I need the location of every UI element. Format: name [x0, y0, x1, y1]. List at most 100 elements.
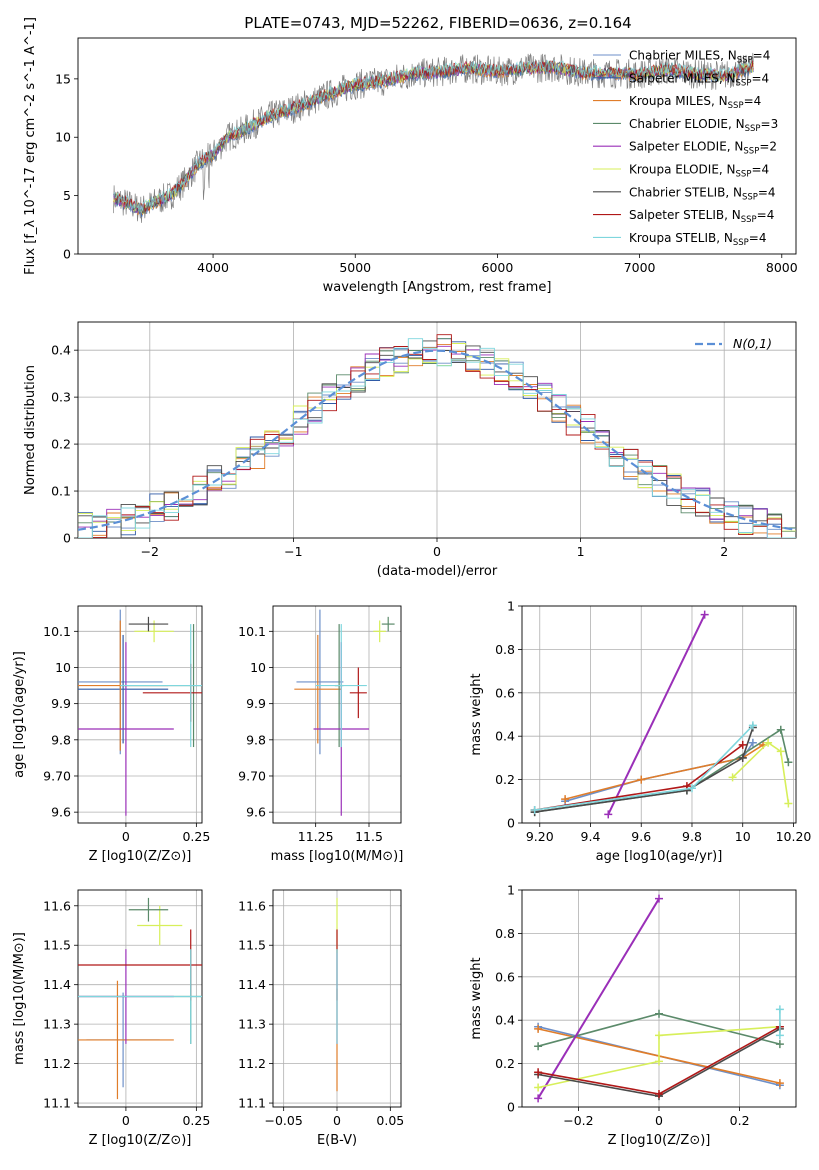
plus-marker: [775, 1005, 784, 1014]
y-tick-label: 9.8: [246, 732, 266, 747]
x-axis-label: E(B-V): [317, 1133, 357, 1148]
x-tick-label: 0.25: [182, 1113, 210, 1128]
x-tick-label: 0.05: [376, 1113, 404, 1128]
x-tick-label: 0: [433, 544, 441, 559]
x-tick-label: 7000: [624, 260, 656, 275]
x-tick-label: 0: [122, 829, 130, 844]
x-axis-label: Z [log10(Z/Z⊙)]: [89, 1133, 192, 1148]
x-tick-label: 9.20: [526, 829, 554, 844]
legend-nssp: =4: [753, 49, 771, 63]
y-tick-label: 0.4: [495, 729, 515, 744]
axes-frame: [77, 37, 797, 255]
legend-nssp: =4: [751, 71, 769, 85]
legend: Chabrier MILES, NSSP=4 Salpeter MILES, NS…: [593, 49, 778, 248]
plot-area: [534, 894, 784, 1103]
y-tick-label: 9.8: [51, 732, 71, 747]
legend-subscript: SSP: [745, 124, 761, 134]
panel-weight_vs_Z: −0.2 0 0.2 0 0.2 0.4 0.6 0.8 1 Z [log10(Z/Z⊙)] mas…: [469, 883, 797, 1148]
y-axis-label: mass weight: [469, 673, 484, 755]
x-tick-label: −0.05: [265, 1113, 303, 1128]
y-axis-label: mass [log10(M/M⊙)]: [12, 932, 27, 1065]
plus-marker: [738, 753, 747, 762]
legend-entry: Salpeter STELIB, NSSP=4: [629, 208, 774, 225]
legend-subscript: SSP: [728, 101, 744, 111]
legend-nssp: =4: [744, 94, 762, 108]
y-tick-label: 9.70: [238, 768, 266, 783]
y-tick-label: 10: [55, 130, 71, 145]
y-tick-label: 0.8: [495, 926, 515, 941]
legend-subscript: SSP: [733, 238, 749, 248]
y-axis-label: Flux [f_λ 10^-17 erg cm^-2 s^-1 A^-1]: [23, 17, 38, 275]
y-tick-label: 11.1: [238, 1096, 266, 1111]
y-tick-label: 0.4: [51, 343, 71, 358]
x-tick-label: −0.2: [563, 1113, 593, 1128]
x-tick-label: 6000: [482, 260, 514, 275]
x-tick-label: 0.25: [182, 829, 210, 844]
legend-entry: Kroupa MILES, NSSP=4: [629, 94, 761, 111]
x-tick-label: 9.6: [631, 829, 651, 844]
y-tick-label: 0.2: [495, 772, 515, 787]
y-tick-label: 10.1: [43, 624, 71, 639]
y-tick-label: 9.70: [43, 768, 71, 783]
series-line: [537, 1025, 780, 1089]
panel-mass_vs_ebv: −0.05 0 0.05 11.1 11.2 11.3 11.4 11.5 11.6 E(B-V): [238, 889, 404, 1148]
plus-marker: [775, 1031, 784, 1040]
plus-marker: [534, 1094, 543, 1103]
y-axis-label: mass weight: [469, 957, 484, 1039]
x-axis-label: (data-model)/error: [377, 564, 498, 579]
x-tick-label: 4000: [197, 260, 229, 275]
plot-area: [530, 610, 793, 819]
plus-marker: [655, 894, 663, 903]
x-axis-label: mass [log10(M/M⊙)]: [271, 849, 404, 864]
series-line: [564, 744, 764, 800]
legend-nssp: =4: [757, 208, 775, 222]
x-tick-label: 0: [122, 1113, 130, 1128]
plus-marker: [561, 795, 570, 804]
plus-marker: [604, 810, 613, 819]
x-tick-label: 0.2: [730, 1113, 750, 1128]
y-tick-label: 0.2: [51, 437, 71, 452]
y-tick-label: 11.2: [238, 1056, 266, 1071]
legend-entry: Chabrier ELODIE, NSSP=3: [629, 117, 778, 134]
x-tick-label: 0: [333, 1113, 341, 1128]
x-tick-label: 10.20: [776, 829, 812, 844]
legend-nssp: =4: [758, 185, 776, 199]
legend-entry: Chabrier MILES, NSSP=4: [629, 49, 770, 66]
plot-area: [294, 609, 395, 816]
series-line: [537, 898, 660, 1099]
x-tick-label: 8000: [766, 260, 798, 275]
x-tick-label: 10: [735, 829, 751, 844]
y-tick-label: 15: [55, 71, 71, 86]
plus-marker: [748, 721, 757, 730]
y-tick-label: 11.3: [238, 1017, 266, 1032]
legend-entry: Salpeter ELODIE, NSSP=2: [629, 140, 777, 157]
legend-nssp: =3: [761, 117, 779, 131]
plus-marker: [764, 738, 773, 747]
y-tick-label: 0.6: [495, 685, 515, 700]
normal-curve: [78, 349, 796, 531]
plus-marker: [784, 799, 793, 808]
x-tick-label: 9.8: [682, 829, 702, 844]
plus-marker: [775, 1040, 784, 1049]
axes-frame: [77, 321, 797, 539]
plus-marker: [534, 1068, 543, 1077]
axes-frame: [77, 889, 203, 1108]
panel-spectrum: 4000 5000 6000 7000 8000 0 5 10 15 wavelength [An…: [23, 17, 798, 295]
x-axis-label: Z [log10(Z/Z⊙)]: [608, 1133, 711, 1148]
y-tick-label: 0: [63, 531, 71, 546]
hist-7: [78, 334, 796, 538]
legend-subscript: SSP: [741, 215, 757, 225]
y-tick-label: 5: [63, 188, 71, 203]
legend-subscript: SSP: [743, 147, 759, 157]
legend-entry: Kroupa STELIB, NSSP=4: [629, 231, 767, 248]
legend-entry: N(0,1): [733, 336, 772, 351]
x-tick-label: 11.25: [298, 829, 334, 844]
axes-frame: [77, 605, 203, 824]
plus-marker: [776, 747, 785, 756]
y-axis-label: age [log10(age/yr)]: [12, 651, 27, 778]
x-axis-label: wavelength [Angstrom, rest frame]: [323, 280, 552, 295]
x-tick-label: 5000: [339, 260, 371, 275]
y-tick-label: 11.4: [238, 977, 266, 992]
y-tick-label: 0: [507, 1100, 515, 1115]
